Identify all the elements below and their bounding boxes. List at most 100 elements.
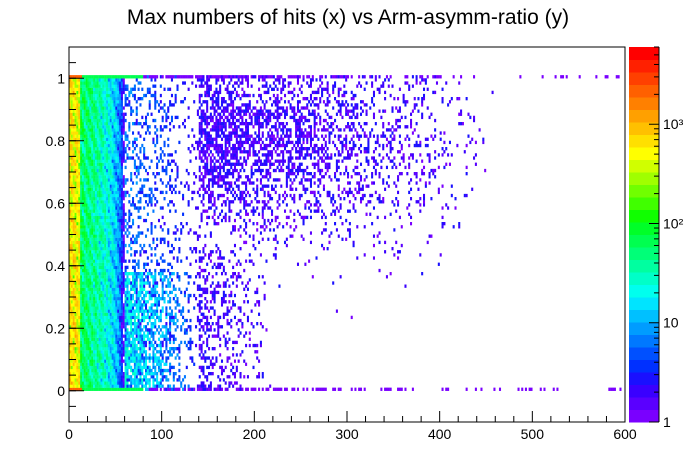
heatmap-cell	[100, 131, 103, 135]
heatmap-cell	[202, 203, 205, 207]
heatmap-cell	[200, 150, 203, 154]
heatmap-cell	[202, 315, 205, 320]
heatmap-cell	[167, 87, 170, 91]
heatmap-cell	[91, 178, 94, 182]
heatmap-cell	[81, 372, 85, 376]
heatmap-cell	[106, 222, 109, 226]
heatmap-cell	[222, 168, 225, 173]
heatmap-cell	[96, 281, 99, 285]
heatmap-cell	[130, 303, 133, 307]
heatmap-cell	[119, 128, 122, 132]
heatmap-cell	[107, 162, 110, 166]
heatmap-cell	[96, 90, 99, 95]
heatmap-cell	[93, 353, 96, 357]
heatmap-cell	[161, 272, 164, 276]
heatmap-cell	[83, 337, 86, 341]
heatmap-cell	[111, 262, 114, 266]
heatmap-cell	[69, 212, 72, 216]
heatmap-cell	[148, 100, 151, 104]
heatmap-cell	[81, 172, 85, 176]
heatmap-cell	[74, 231, 77, 235]
heatmap-cell	[154, 309, 157, 313]
heatmap-cell	[113, 218, 116, 223]
heatmap-cell	[204, 359, 207, 363]
heatmap-cell	[137, 368, 140, 373]
heatmap-cell	[206, 262, 209, 266]
heatmap-cell	[206, 137, 209, 141]
heatmap-cell	[206, 378, 209, 382]
heatmap-cell	[161, 237, 164, 241]
heatmap-cell	[115, 112, 118, 116]
heatmap-cell	[167, 262, 170, 266]
heatmap-cell	[202, 353, 205, 357]
heatmap-cell	[74, 168, 77, 173]
heatmap-cell	[100, 300, 103, 304]
heatmap-cell	[96, 265, 99, 270]
heatmap-cell	[117, 118, 120, 123]
heatmap-cell	[165, 190, 168, 195]
heatmap-cell	[163, 300, 166, 304]
heatmap-cell	[74, 356, 77, 360]
heatmap-cell	[96, 184, 99, 188]
heatmap-cell	[107, 225, 110, 229]
heatmap-cell	[72, 312, 75, 316]
heatmap-cell	[111, 193, 114, 198]
heatmap-cell	[132, 353, 135, 357]
heatmap-cell	[87, 209, 90, 213]
heatmap-cell	[132, 156, 135, 160]
heatmap-cell	[124, 193, 127, 198]
heatmap-cell	[137, 272, 140, 276]
heatmap-cell	[78, 75, 81, 79]
heatmap-cell	[78, 118, 81, 123]
heatmap-cell	[148, 272, 151, 276]
heatmap-cell	[91, 253, 94, 257]
heatmap-cell	[119, 334, 122, 338]
heatmap-cell	[78, 359, 81, 363]
heatmap-cell	[107, 312, 110, 316]
heatmap-cell	[220, 256, 224, 260]
heatmap-cell	[113, 272, 116, 276]
heatmap-cell	[91, 234, 94, 238]
heatmap-cell	[106, 109, 109, 113]
heatmap-cell	[120, 290, 123, 295]
heatmap-cell	[80, 378, 83, 382]
heatmap-cell	[87, 218, 90, 223]
heatmap-cell	[107, 109, 110, 113]
heatmap-cell	[159, 362, 162, 366]
heatmap-cell	[165, 340, 168, 345]
heatmap-cell	[98, 234, 101, 238]
heatmap-cell	[161, 181, 164, 185]
heatmap-cell	[122, 334, 125, 338]
heatmap-cell	[91, 250, 94, 254]
heatmap-cell	[187, 275, 190, 279]
heatmap-cell	[120, 259, 123, 263]
heatmap-cell	[93, 300, 96, 304]
heatmap-cell	[113, 137, 116, 141]
heatmap-cell	[107, 178, 110, 182]
heatmap-cell	[152, 315, 155, 320]
heatmap-cell	[111, 134, 114, 138]
heatmap-cell	[124, 218, 127, 223]
heatmap-cell	[83, 87, 86, 91]
heatmap-cell	[209, 381, 212, 385]
heatmap-cell	[195, 140, 198, 145]
heatmap-cell	[115, 300, 118, 304]
heatmap-cell	[137, 290, 140, 295]
heatmap-cell	[72, 297, 75, 301]
heatmap-cell	[100, 106, 103, 110]
heatmap-cell	[119, 268, 122, 273]
heatmap-cell	[222, 122, 225, 126]
heatmap-cell	[200, 178, 203, 182]
heatmap-cell	[107, 268, 110, 273]
heatmap-cell	[69, 90, 72, 95]
heatmap-cell	[161, 375, 164, 379]
heatmap-cell	[102, 365, 105, 370]
heatmap-cell	[81, 259, 85, 263]
heatmap-cell	[76, 240, 79, 245]
heatmap-cell	[72, 203, 75, 207]
heatmap-cell	[206, 159, 209, 163]
heatmap-cell	[76, 147, 79, 151]
heatmap-cell	[126, 347, 129, 351]
heatmap-cell	[85, 156, 88, 160]
heatmap-cell	[213, 93, 216, 98]
